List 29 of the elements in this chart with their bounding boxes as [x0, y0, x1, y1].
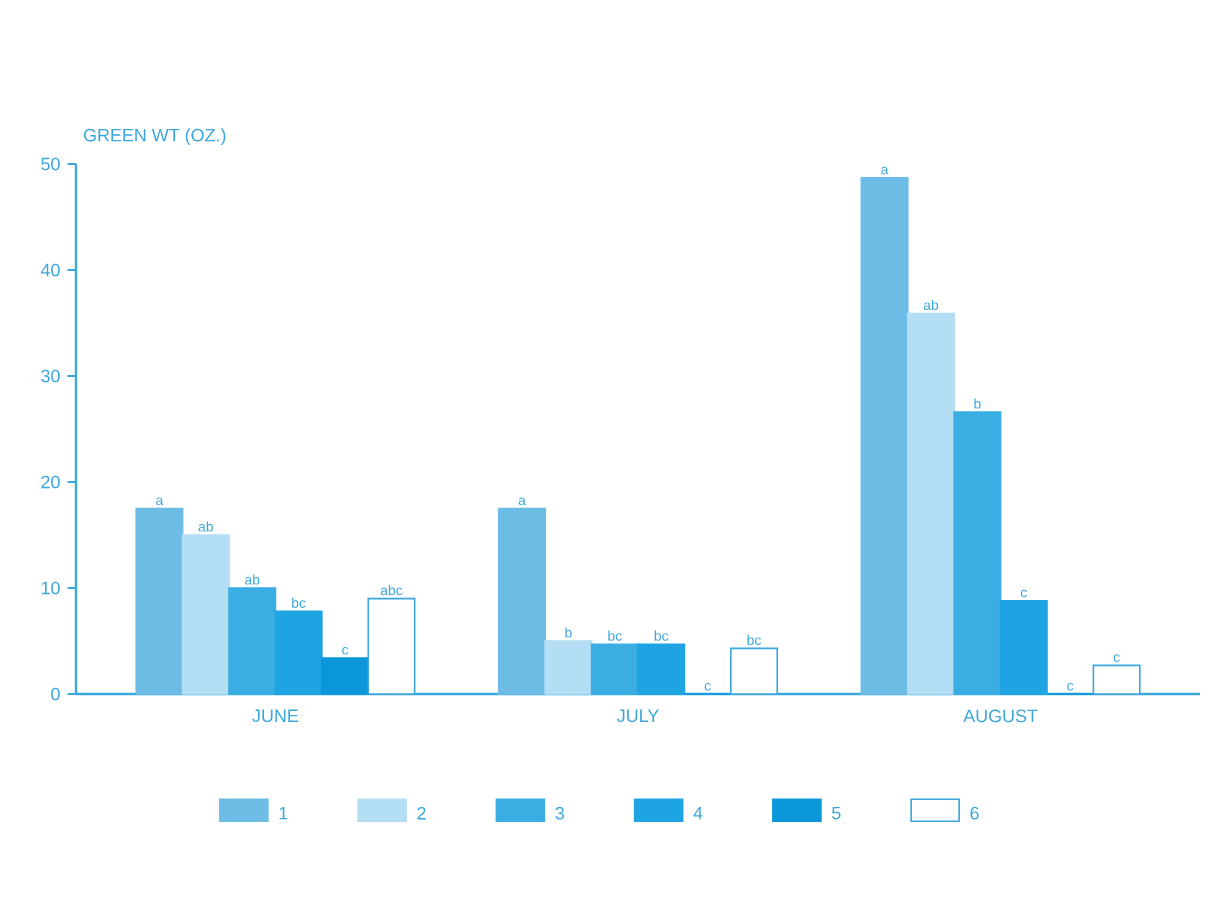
bar — [135, 507, 184, 695]
bar — [544, 640, 593, 695]
y-tick-label: 20 — [41, 475, 60, 489]
bar — [321, 657, 370, 695]
legend-label: 3 — [555, 806, 564, 820]
y-tick-label: 40 — [40, 263, 60, 277]
bar — [497, 507, 546, 695]
y-tick-label: 50 — [41, 157, 60, 171]
bar — [590, 643, 639, 695]
x-tick-label: JUNE — [252, 709, 299, 723]
bar — [860, 176, 909, 695]
legend-label: 1 — [279, 807, 288, 820]
bar — [906, 312, 955, 695]
bar — [228, 587, 277, 695]
x-tick-label: AUGUST — [963, 709, 1038, 723]
x-tick-label: JULY — [617, 709, 659, 723]
bar — [953, 411, 1002, 695]
y-tick-label: 30 — [41, 369, 60, 383]
legend-label: 4 — [693, 807, 703, 820]
y-tick-label: 0 — [51, 687, 60, 701]
y-axis-title: GREEN WT (OZ.) — [83, 128, 226, 146]
bar — [274, 610, 323, 695]
legend-label: 6 — [970, 806, 979, 820]
bar — [637, 643, 686, 695]
bar — [999, 599, 1048, 695]
legend-label: 5 — [832, 806, 841, 820]
legend-label: 2 — [417, 806, 426, 820]
bar — [181, 534, 230, 695]
y-tick-label: 10 — [41, 581, 60, 595]
